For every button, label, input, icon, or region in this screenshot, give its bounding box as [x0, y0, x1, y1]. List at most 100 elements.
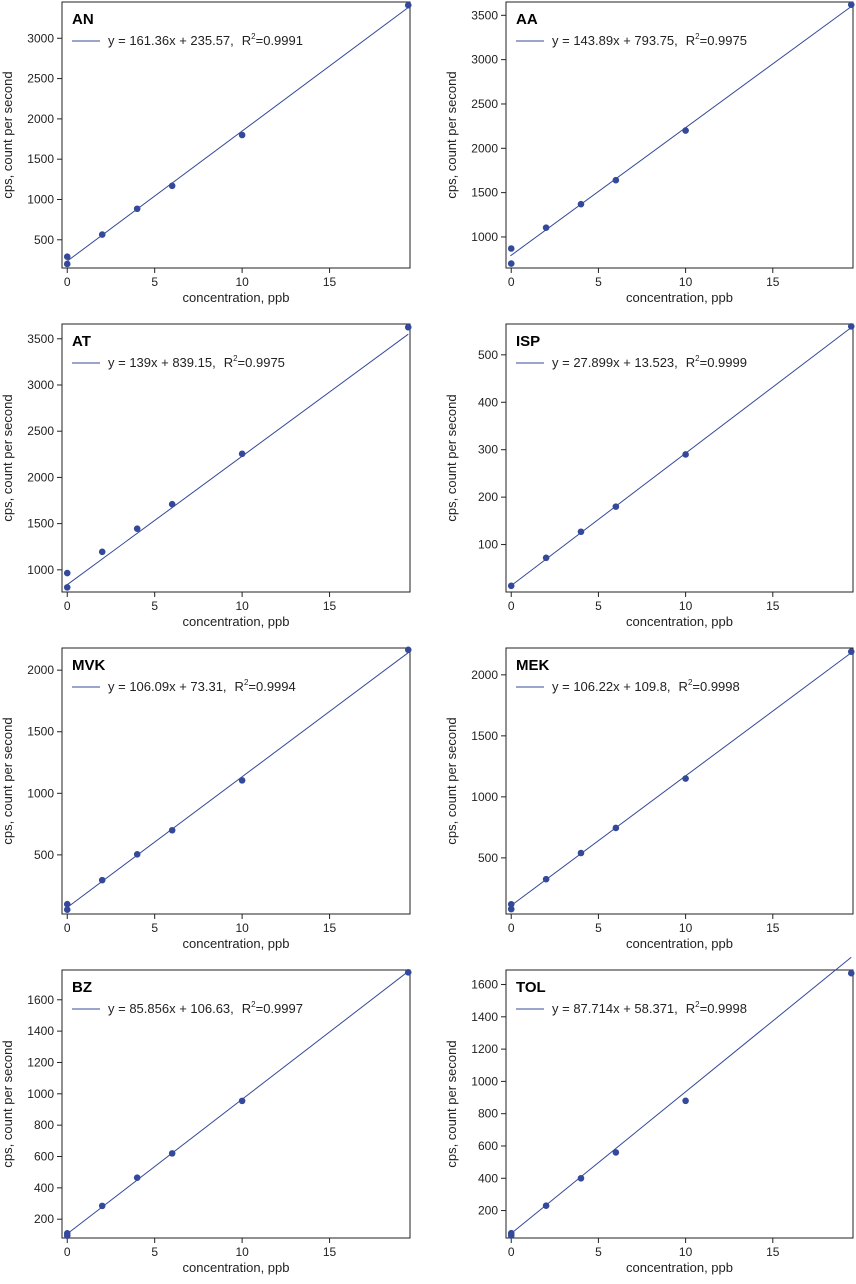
data-point: [507, 260, 515, 267]
chart-panel-mvk: 0 5 10 15 500 1000 1500 2000 concentration, ppb c…: [0, 646, 412, 951]
y-tick-label: 1200: [471, 1042, 498, 1056]
y-axis-label: cps, count per second: [0, 394, 15, 521]
x-tick-label: 15: [766, 921, 780, 935]
data-point: [63, 1229, 71, 1237]
legend-r2-value: =0.9998: [700, 1001, 747, 1016]
chart-panel-an: 0 5 10 15 500 1000 1500 2000 2500 3000 concentrati…: [0, 1, 412, 305]
y-tick-label: 1000: [27, 1087, 54, 1101]
y-tick-label: 800: [34, 1118, 54, 1132]
legend-r2-exponent: 2: [244, 678, 249, 687]
data-point: [168, 1150, 176, 1157]
fit-line: [510, 956, 852, 1235]
data-point: [612, 824, 620, 832]
data-point: [133, 525, 141, 532]
y-tick-label: 3000: [27, 31, 54, 45]
data-point: [542, 224, 550, 231]
fit-line: [66, 333, 409, 586]
data-point: [63, 569, 71, 577]
y-tick-label: 500: [34, 233, 54, 247]
legend-r2-value: =0.9994: [248, 679, 295, 694]
y-tick-label: 2500: [27, 72, 54, 86]
plot-frame: [505, 969, 854, 1239]
y-tick-label: 200: [478, 1204, 498, 1218]
y-axis-label: cps, count per second: [0, 1040, 15, 1167]
legend-r2-value: =0.9999: [700, 355, 747, 370]
x-axis-label: concentration, ppb: [183, 290, 290, 305]
data-point: [238, 131, 246, 139]
data-point: [238, 450, 246, 458]
data-point: [577, 1174, 585, 1182]
x-tick-label: 5: [151, 275, 158, 289]
data-point: [577, 200, 585, 208]
x-tick-label: 10: [235, 1245, 249, 1259]
y-tick-label: 1400: [471, 1010, 498, 1024]
legend-equation-text: y = 85.856x + 106.63,: [108, 1001, 234, 1016]
x-tick-label: 0: [64, 1245, 71, 1259]
legend-equation-text: y = 143.89x + 793.75,: [552, 33, 678, 48]
panel-title: AT: [72, 333, 91, 350]
data-point: [63, 900, 71, 908]
y-tick-label: 1400: [27, 1024, 54, 1038]
data-point: [507, 900, 515, 908]
legend-r2-exponent: 2: [251, 1000, 256, 1009]
data-point: [404, 646, 412, 654]
plot-frame: [505, 1, 854, 269]
x-tick-label: 0: [508, 599, 515, 613]
y-tick-label: 1000: [27, 192, 54, 206]
data-point: [63, 584, 71, 591]
x-tick-label: 15: [766, 275, 780, 289]
x-tick-label: 15: [323, 1245, 337, 1259]
y-tick-label: 100: [478, 538, 498, 552]
plot-frame: [505, 323, 854, 593]
y-tick-label: 1500: [27, 152, 54, 166]
data-point: [542, 875, 550, 883]
data-point: [682, 451, 689, 458]
data-point: [542, 554, 550, 562]
x-tick-label: 10: [235, 275, 249, 289]
y-tick-label: 1000: [471, 1074, 498, 1088]
chart-panel-tol: 0 5 10 15 200 400 600 800 1000 1200 1400 1600 concen…: [444, 956, 855, 1275]
y-axis-label: cps, count per second: [444, 717, 459, 844]
data-point: [404, 323, 412, 331]
x-axis-label: concentration, ppb: [183, 614, 290, 629]
data-point: [612, 176, 620, 184]
y-tick-label: 2000: [471, 668, 498, 682]
data-point: [98, 548, 106, 556]
y-tick-label: 1200: [27, 1055, 54, 1069]
y-axis-label: cps, count per second: [444, 394, 459, 521]
legend-r2-exponent: 2: [695, 1000, 700, 1009]
y-tick-label: 2500: [27, 424, 54, 438]
legend-equation-text: y = 161.36x + 235.57,: [108, 33, 234, 48]
y-tick-label: 1500: [471, 186, 498, 200]
data-point: [847, 1, 855, 8]
x-tick-label: 5: [151, 1245, 158, 1259]
legend-equation-text: y = 27.899x + 13.523,: [552, 355, 678, 370]
plot-frame: [505, 647, 854, 915]
chart-panel-at: 0 5 10 15 1000 1500 2000 2500 3000 3500 concentrat…: [0, 323, 412, 629]
legend-equation-text: y = 87.714x + 58.371,: [552, 1001, 678, 1016]
data-point: [507, 582, 515, 590]
y-tick-label: 2000: [27, 112, 54, 126]
legend-r2-label: R: [686, 1001, 695, 1016]
legend-r2-label: R: [242, 1001, 251, 1016]
x-tick-label: 0: [64, 599, 71, 613]
legend-equation: y = 106.09x + 73.31, R2=0.9994: [108, 678, 296, 694]
legend-equation-text: y = 139x + 839.15,: [108, 355, 216, 370]
data-point: [404, 969, 412, 976]
y-tick-label: 600: [478, 1139, 498, 1153]
x-tick-label: 15: [323, 599, 337, 613]
fit-line: [66, 971, 409, 1235]
x-axis-label: concentration, ppb: [626, 290, 733, 305]
legend-equation: y = 87.714x + 58.371, R2=0.9998: [552, 1000, 747, 1016]
x-tick-label: 5: [595, 275, 602, 289]
plot-frame: [61, 647, 411, 915]
data-point: [612, 1149, 620, 1156]
fit-line: [66, 652, 409, 909]
fit-line: [510, 327, 852, 587]
x-tick-label: 10: [235, 921, 249, 935]
data-point: [507, 245, 515, 252]
y-tick-label: 2000: [27, 470, 54, 484]
x-tick-label: 15: [766, 1245, 780, 1259]
legend-equation: y = 161.36x + 235.57, R2=0.9991: [108, 32, 303, 48]
